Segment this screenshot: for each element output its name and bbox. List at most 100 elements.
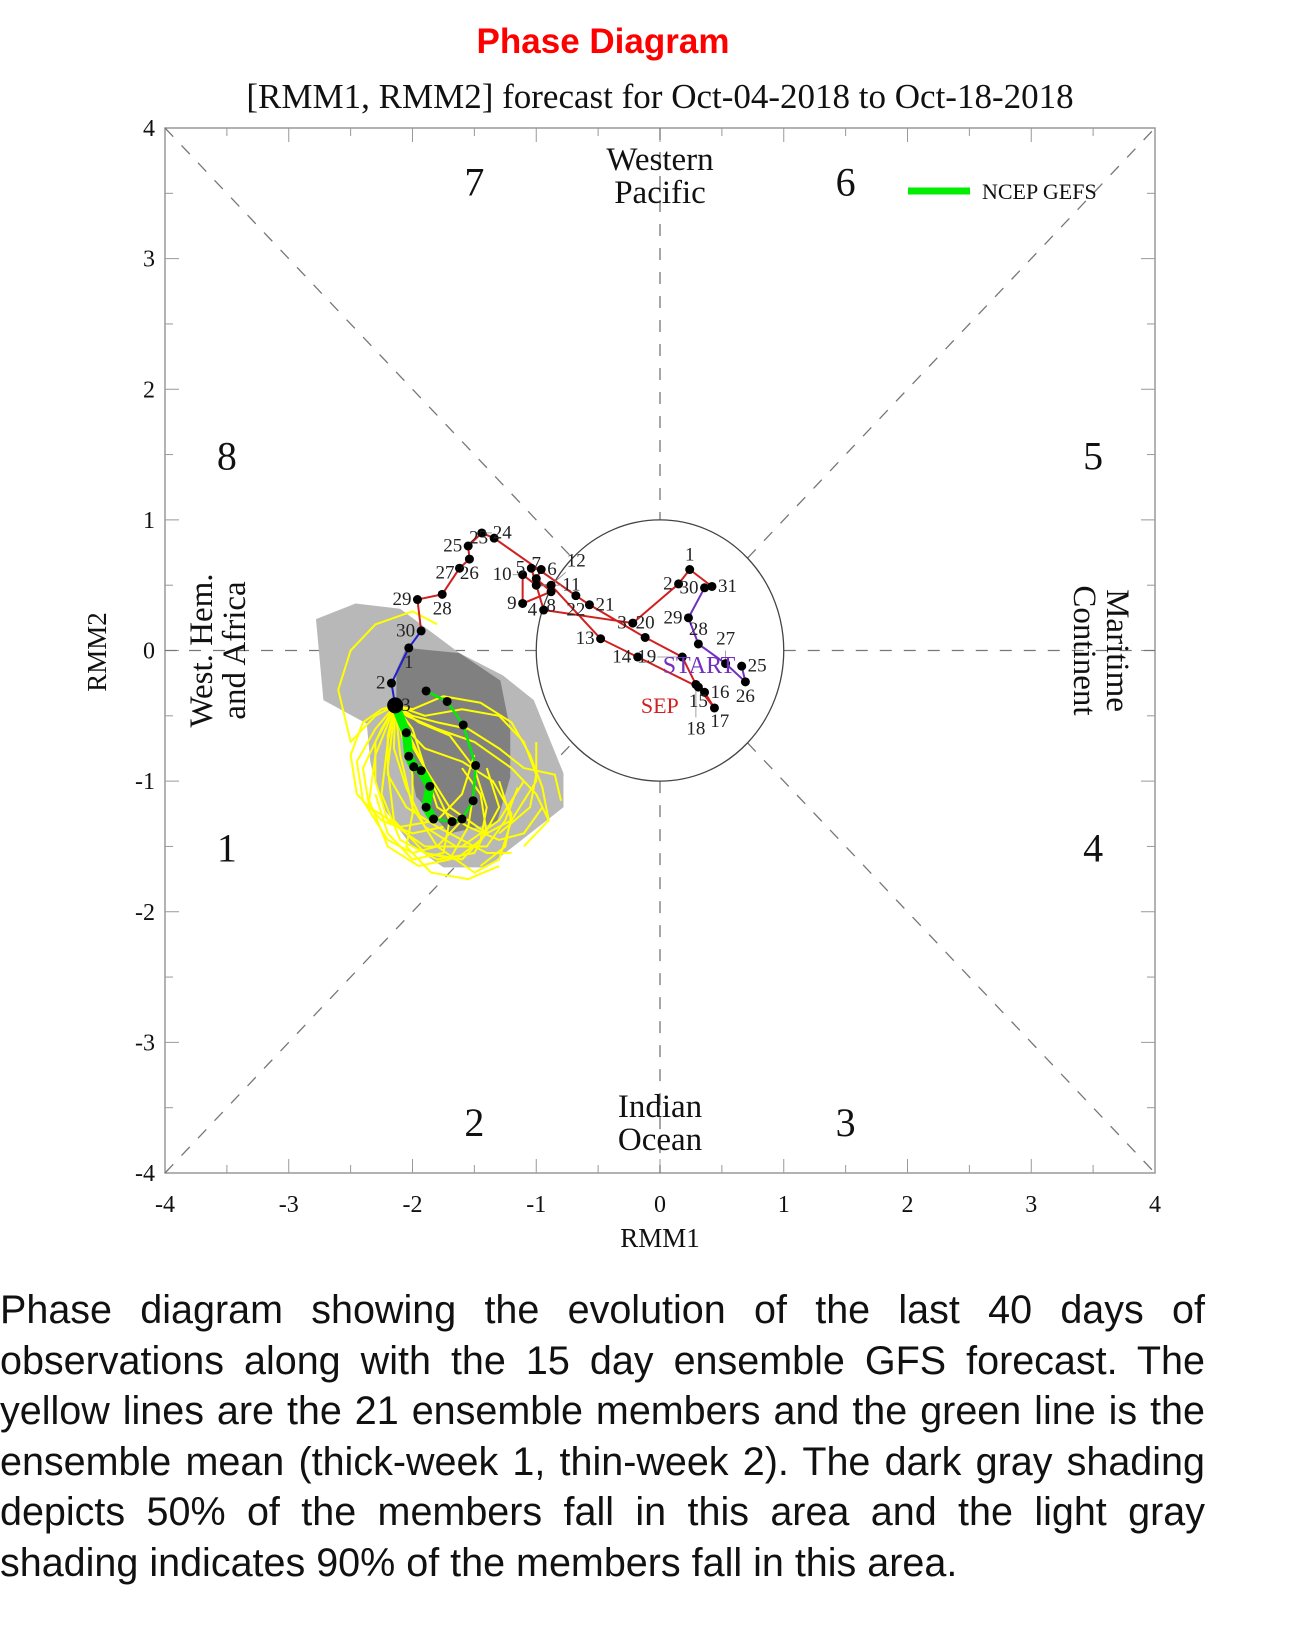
ensemble-member-7 <box>394 704 538 835</box>
region-label-indian-ocean: Ocean <box>618 1122 702 1158</box>
observed-day-label: 22 <box>566 600 585 621</box>
observed-day-label: 18 <box>686 718 705 739</box>
observed-day-label: 13 <box>576 628 595 649</box>
ensemble-member-2 <box>394 704 538 835</box>
y-tick-label: 2 <box>143 377 155 403</box>
ensemble-member-12 <box>368 704 476 868</box>
observed-point <box>531 580 541 590</box>
observed-point <box>489 533 499 543</box>
observed-day-label: 8 <box>546 596 556 617</box>
observed-day-label: 2 <box>663 573 673 594</box>
observed-point <box>539 605 549 615</box>
observed-day-label: 24 <box>493 522 513 543</box>
observed-day-label: 25 <box>443 536 462 557</box>
x-tick-label: -1 <box>526 1192 546 1218</box>
phase-label-1: 1 <box>217 825 237 870</box>
observed-day-label: 4 <box>528 600 538 621</box>
x-tick-label: -4 <box>155 1192 175 1218</box>
observed-day-label: 15 <box>689 691 708 712</box>
ensemble-mean-point <box>421 686 431 696</box>
observed-point <box>633 652 643 662</box>
phase-label-2: 2 <box>464 1100 484 1145</box>
observed-point <box>677 652 687 662</box>
phase-diagram-chart: Phase Diagram [RMM1, RMM2] forecast for … <box>82 22 1161 1253</box>
phase-label-8: 8 <box>217 434 237 479</box>
observed-day-label: 9 <box>507 593 517 614</box>
observed-point <box>740 677 750 687</box>
ensemble-member-20 <box>355 704 463 854</box>
sep-label: SEP <box>641 693 679 718</box>
ensemble-mean-point <box>401 728 411 738</box>
observed-day-label: 1 <box>685 545 695 566</box>
phase-label-5: 5 <box>1083 434 1103 479</box>
ensemble-member-5 <box>337 610 438 743</box>
x-tick-label: 1 <box>778 1192 790 1218</box>
unit-circle <box>535 519 785 782</box>
observed-point <box>571 591 581 601</box>
diagonal-divider <box>164 742 573 1174</box>
y-tick-label: -2 <box>135 900 155 926</box>
start-label: START <box>663 653 736 679</box>
observed-point <box>412 595 422 605</box>
observed-point <box>531 574 541 584</box>
observed-day-label: 3 <box>401 695 411 716</box>
observed-day-label: 14 <box>612 647 632 668</box>
ensemble-member-19 <box>394 704 488 861</box>
phase-label-7: 7 <box>464 159 484 204</box>
ensemble-mean-point <box>425 781 435 791</box>
ensemble-member-10 <box>362 704 476 828</box>
ensemble-mean-point <box>409 762 419 772</box>
phase-label-6: 6 <box>836 159 856 204</box>
observed-point <box>463 541 473 551</box>
x-tick-label: -3 <box>279 1192 299 1218</box>
observed-day-label: 29 <box>663 607 682 628</box>
region-label-west-hem-africa: West. Hem. <box>184 573 220 727</box>
ensemble-member-13 <box>394 695 550 821</box>
observed-day-label: 19 <box>637 647 656 668</box>
observed-day-label: 31 <box>718 576 737 597</box>
phase-label-4: 4 <box>1083 825 1103 870</box>
region-label-west-hem-africa: and Africa <box>217 581 253 720</box>
observed-day-label: 1 <box>404 652 414 673</box>
observed-day-label: 28 <box>689 619 708 640</box>
observed-day-label: 27 <box>716 629 735 650</box>
y-tick-label: -1 <box>135 769 155 795</box>
observed-day-label: 21 <box>595 594 614 615</box>
observed-day-label: 27 <box>435 563 454 584</box>
observed-point <box>674 579 684 589</box>
observed-day-label: 6 <box>547 559 557 580</box>
y-axis-label: RMM2 <box>82 612 112 692</box>
observed-point <box>546 587 556 597</box>
observed-point <box>518 570 528 580</box>
observed-day-label: 5 <box>516 558 526 579</box>
region-label-maritime-continent: Maritime <box>1099 589 1135 712</box>
region-label-maritime-continent: Continent <box>1066 585 1102 715</box>
ensemble-mean-point <box>429 814 439 824</box>
observed-point <box>526 563 536 573</box>
y-tick-label: -4 <box>135 1161 155 1187</box>
observed-day-label: 26 <box>460 563 479 584</box>
ensemble-mean-point <box>416 766 426 776</box>
observed-point <box>546 580 556 590</box>
observed-point <box>596 634 606 644</box>
x-tick-label: 4 <box>1149 1192 1161 1218</box>
observed-day-label: 10 <box>493 564 512 585</box>
observed-day-label: 11 <box>562 575 580 596</box>
figure-caption: Phase diagram showing the evolution of t… <box>0 1288 1205 1585</box>
observed-point <box>628 618 638 628</box>
observed-point <box>518 598 528 608</box>
observed-point <box>640 632 650 642</box>
ensemble-mean-point <box>404 751 414 761</box>
observed-day-label: 30 <box>680 577 699 598</box>
ensemble-mean-point <box>471 760 481 770</box>
x-tick-label: 2 <box>902 1192 914 1218</box>
ensemble-mean-point <box>447 817 457 827</box>
diagonal-divider <box>164 127 573 559</box>
observed-day-label: 26 <box>736 686 755 707</box>
observed-point <box>691 679 701 689</box>
observed-point <box>477 528 487 538</box>
y-tick-label: 1 <box>143 508 155 534</box>
observed-point <box>387 697 404 714</box>
y-tick-label: 3 <box>143 247 155 273</box>
